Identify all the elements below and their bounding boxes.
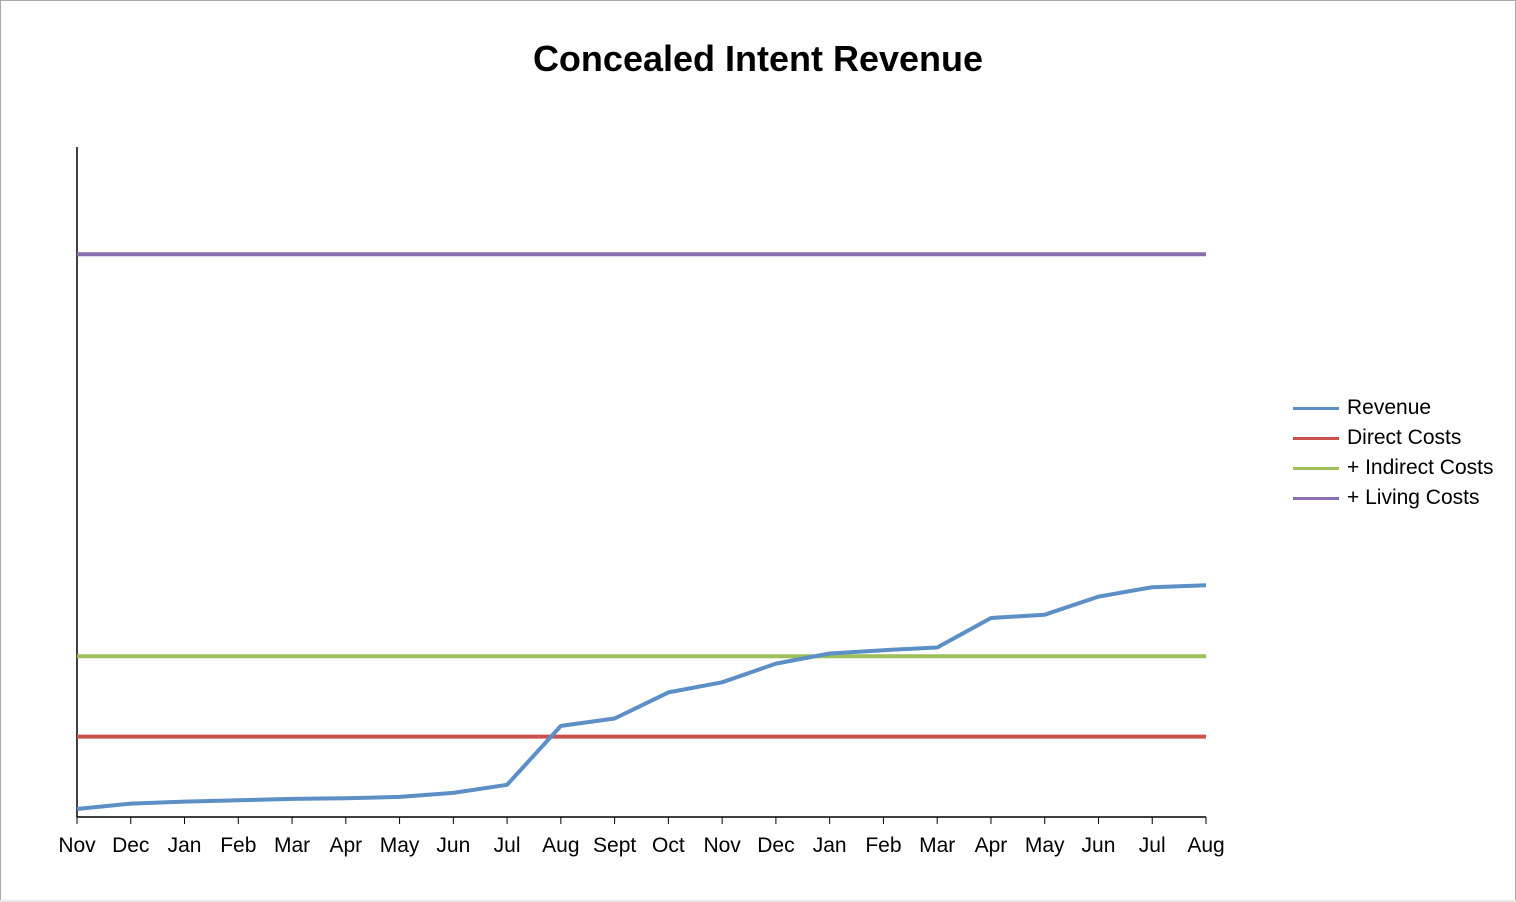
x-tick-label: Apr — [329, 834, 362, 857]
legend-label: Direct Costs — [1347, 426, 1462, 449]
legend-label: Revenue — [1347, 396, 1432, 419]
x-tick-label: May — [380, 834, 420, 857]
legend-label: + Living Costs — [1347, 486, 1480, 509]
x-tick-label: Feb — [220, 834, 256, 857]
legend-label: + Indirect Costs — [1347, 456, 1494, 479]
x-tick-label: Aug — [1187, 834, 1224, 857]
legend-swatch — [1293, 436, 1339, 440]
x-tick-label: Jul — [494, 834, 521, 857]
x-tick-label: Oct — [652, 834, 685, 857]
x-tick-label: Jul — [1139, 834, 1166, 857]
x-tick-label: Sept — [593, 834, 636, 857]
x-tick-label: Jun — [1082, 834, 1116, 857]
legend-swatch — [1293, 496, 1339, 500]
legend-item-indirect-costs: + Indirect Costs — [1293, 453, 1493, 483]
series-line-revenue — [76, 583, 1207, 811]
legend-item-revenue: Revenue — [1293, 393, 1493, 423]
x-tick-label: Mar — [274, 834, 310, 857]
x-tick-label: Feb — [865, 834, 901, 857]
x-tick-label: Jan — [813, 834, 847, 857]
x-tick-label: Dec — [112, 834, 149, 857]
legend-item-living-costs: + Living Costs — [1293, 483, 1493, 513]
legend-swatch — [1293, 406, 1339, 410]
x-tick-label: Jun — [436, 834, 470, 857]
x-tick-label: Mar — [919, 834, 955, 857]
x-tick-label: Nov — [58, 834, 96, 857]
bottom-strip — [0, 900, 1516, 902]
x-tick-label: Dec — [757, 834, 794, 857]
x-tick-label: Aug — [542, 834, 579, 857]
x-tick-label: Apr — [975, 834, 1008, 857]
x-tick-label: May — [1025, 834, 1065, 857]
x-tick-label: Jan — [168, 834, 202, 857]
chart-title: Concealed Intent Revenue — [532, 38, 984, 79]
x-tick-label: Nov — [703, 834, 741, 857]
legend-swatch — [1293, 466, 1339, 470]
legend: Revenue Direct Costs + Indirect Costs + Liv… — [1293, 393, 1493, 513]
legend-item-direct-costs: Direct Costs — [1293, 423, 1493, 453]
